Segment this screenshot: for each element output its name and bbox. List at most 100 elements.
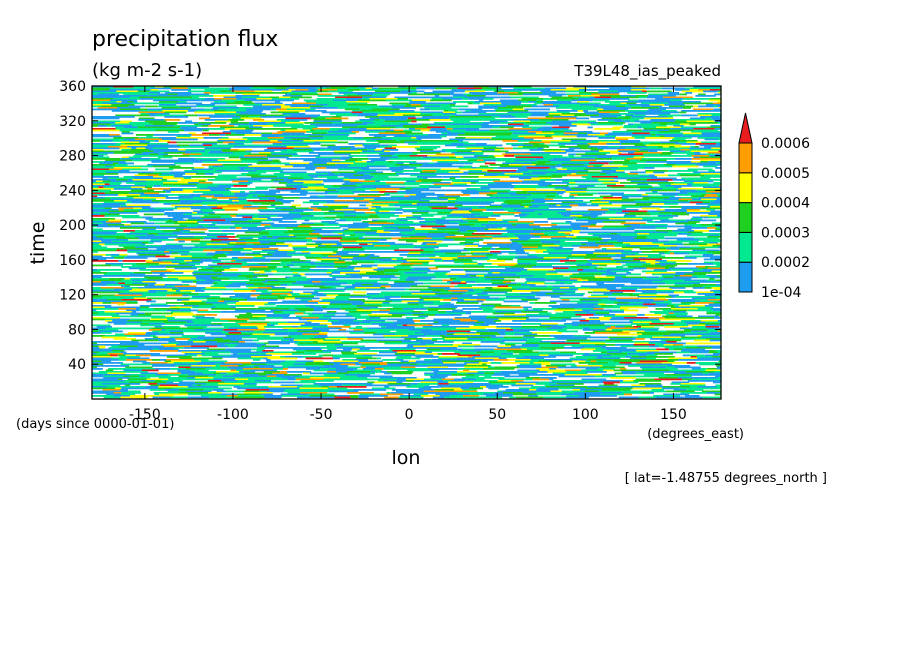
field-row — [92, 237, 719, 240]
field-row — [121, 132, 721, 135]
colorbar-box — [738, 261, 753, 293]
field-row — [115, 126, 721, 129]
field-row — [92, 290, 721, 292]
colorbar-box — [738, 202, 753, 233]
field-row — [92, 174, 721, 177]
field-row — [92, 258, 721, 261]
field-row — [103, 201, 721, 204]
field-row — [128, 267, 721, 270]
field-row — [92, 341, 677, 343]
plot-frame — [91, 85, 722, 400]
y-axis-label: time — [27, 222, 49, 265]
field-row — [92, 245, 721, 247]
field-row — [92, 309, 721, 312]
field-row — [92, 105, 721, 108]
field-row — [92, 246, 721, 249]
field-row — [107, 321, 721, 324]
field-row — [92, 350, 721, 352]
field-row — [92, 300, 721, 303]
field-row — [92, 161, 721, 163]
field-row — [92, 282, 700, 285]
field-row — [92, 212, 721, 214]
field-row — [140, 113, 721, 115]
field-row — [92, 317, 721, 319]
field-row — [131, 339, 721, 342]
field-row — [97, 107, 721, 109]
field-row — [115, 333, 721, 336]
field-row — [92, 387, 721, 390]
field-row — [92, 149, 721, 151]
field-row — [92, 171, 721, 174]
field-row — [92, 146, 721, 148]
field-row — [92, 231, 721, 234]
field-row — [92, 368, 721, 370]
field-row — [92, 374, 721, 376]
y-tick-label: 160 — [59, 253, 86, 269]
colorbar-label: 0.0005 — [761, 166, 810, 182]
field-row — [92, 288, 721, 291]
field-row — [92, 306, 713, 309]
field-row — [118, 293, 721, 295]
colorbar-label: 0.0004 — [761, 196, 810, 212]
field-row — [105, 159, 721, 162]
field-row — [92, 195, 721, 198]
field-row — [138, 119, 721, 121]
y-axis-units: (days since 0000-01-01) — [16, 417, 174, 432]
field-row — [92, 354, 721, 357]
field-row — [92, 101, 721, 103]
field-row — [120, 141, 721, 144]
field-row — [92, 276, 721, 279]
colorbar-label: 0.0002 — [761, 255, 810, 271]
experiment-name: T39L48_ias_peaked — [573, 62, 721, 81]
field-row — [92, 209, 716, 211]
field-row — [92, 182, 721, 184]
field-row — [92, 314, 721, 316]
field-row — [98, 371, 721, 373]
field-row — [92, 228, 721, 231]
field-row — [92, 180, 714, 183]
field-row — [105, 320, 721, 322]
field-row — [92, 143, 721, 145]
field-row — [92, 299, 721, 301]
field-row — [92, 254, 714, 256]
field-row — [117, 303, 721, 306]
field-row — [92, 392, 721, 394]
field-row — [105, 263, 721, 265]
field-row — [92, 116, 721, 118]
field-row — [92, 140, 698, 142]
x-tick-label: 150 — [660, 407, 687, 423]
field-row — [92, 329, 721, 331]
field-row — [92, 251, 721, 253]
field-row — [92, 164, 721, 166]
field-row — [92, 200, 721, 202]
field-row — [92, 206, 720, 208]
field-row — [92, 167, 721, 169]
field-row — [92, 168, 713, 171]
field-row — [92, 272, 721, 274]
field-row — [92, 357, 721, 360]
field-row — [92, 128, 721, 130]
field-row — [92, 386, 721, 388]
field-row — [92, 176, 721, 178]
y-tick-label: 40 — [68, 357, 86, 373]
field-row — [92, 86, 721, 88]
field-row — [92, 218, 702, 220]
field-row — [92, 344, 721, 346]
field-row — [92, 230, 721, 232]
x-tick-label: -100 — [217, 407, 249, 423]
field-row — [103, 273, 721, 276]
field-row — [92, 348, 706, 351]
precipitation-field — [92, 86, 721, 399]
field-row — [92, 87, 721, 90]
colorbar-extend-triangle — [738, 112, 753, 144]
field-row — [92, 269, 721, 271]
colorbar-box — [738, 172, 753, 204]
field-row — [92, 234, 721, 237]
field-row — [92, 243, 721, 246]
field-row — [105, 369, 721, 372]
field-row — [113, 137, 721, 139]
field-row — [92, 188, 721, 190]
field-row — [92, 173, 721, 175]
colorbar-label: 0.0003 — [761, 225, 810, 241]
field-row — [92, 98, 721, 100]
